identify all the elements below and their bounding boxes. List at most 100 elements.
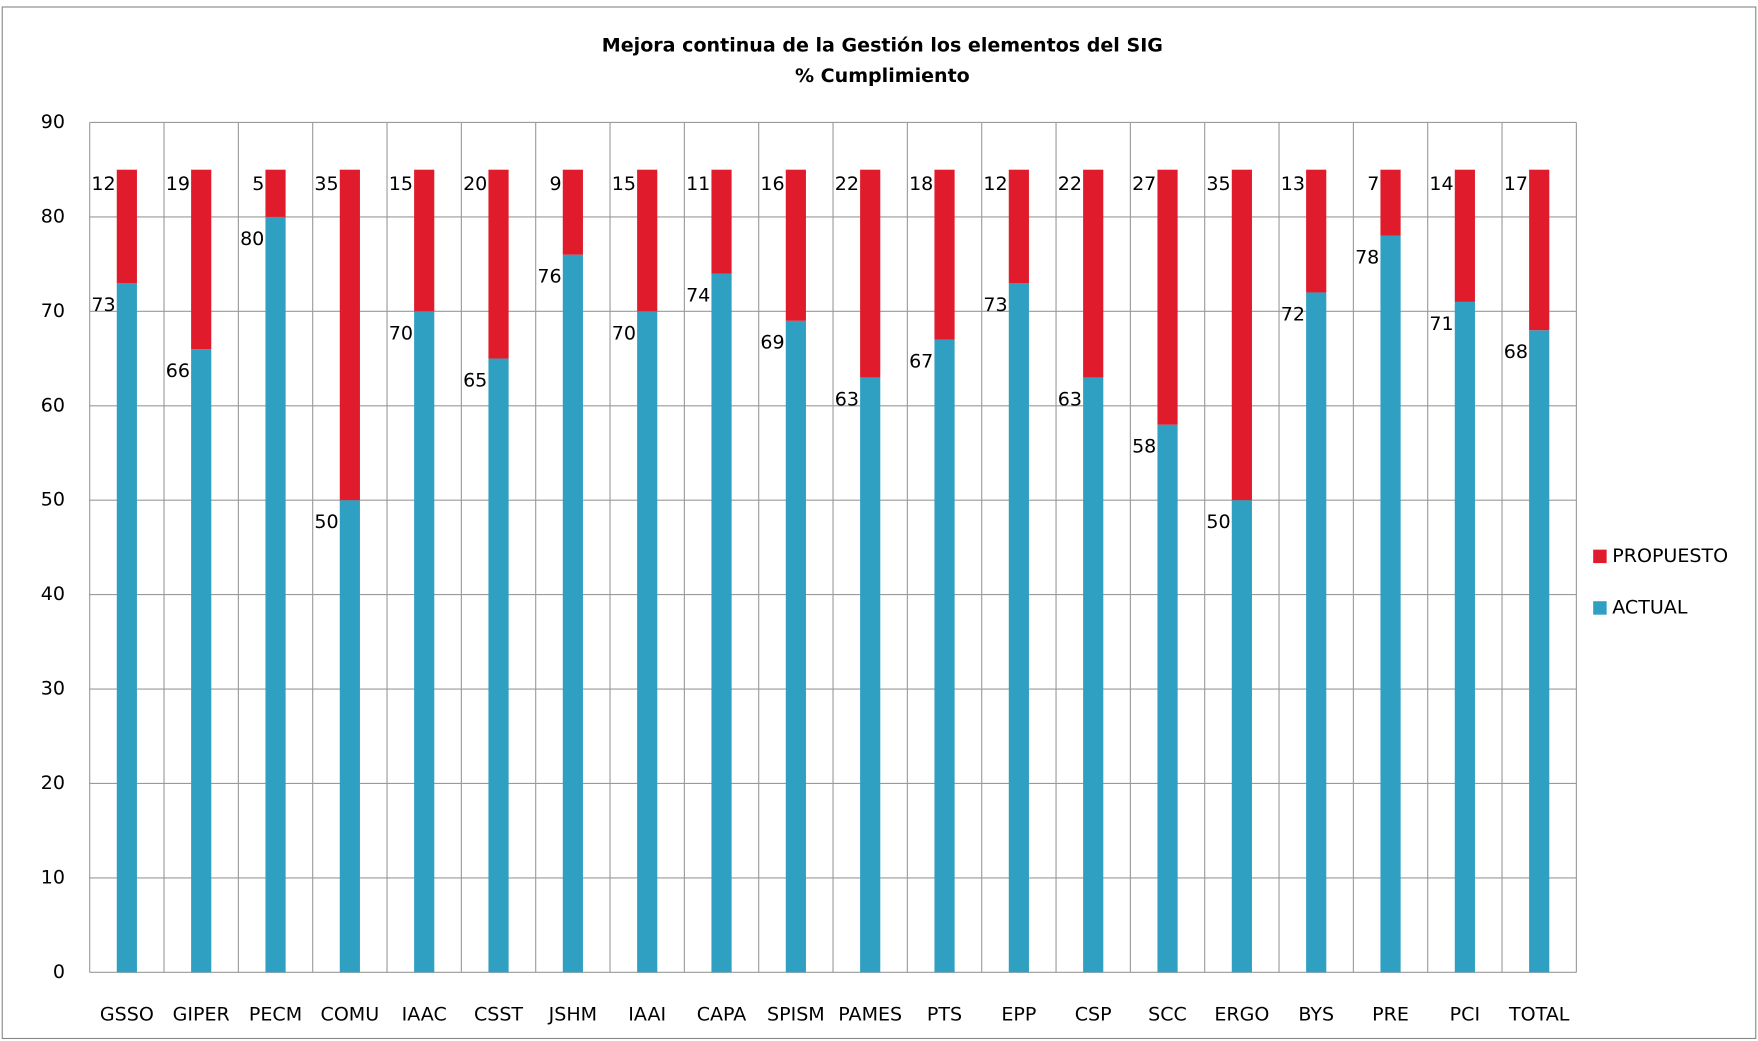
x-tick-label: GIPER xyxy=(173,1003,230,1025)
data-label: 20 xyxy=(463,173,487,195)
data-label: 15 xyxy=(612,173,636,195)
x-tick-label: CAPA xyxy=(697,1003,747,1025)
bar-segment xyxy=(1008,283,1029,973)
data-label: 13 xyxy=(1281,173,1305,195)
data-label: 65 xyxy=(463,369,487,391)
data-label: 17 xyxy=(1504,173,1528,195)
bar-segment xyxy=(785,169,806,321)
data-label: 70 xyxy=(389,322,413,344)
x-tick-label: JSHM xyxy=(548,1003,597,1025)
bar-segment xyxy=(1306,169,1327,293)
x-tick-label: PECM xyxy=(249,1003,302,1025)
x-tick-label: CSST xyxy=(474,1003,523,1025)
bar-segment xyxy=(1454,301,1475,973)
bar-segment xyxy=(637,169,658,312)
x-tick-label: ERGO xyxy=(1214,1003,1269,1025)
bar-segment xyxy=(1157,169,1178,425)
y-tick-label: 50 xyxy=(41,489,65,511)
data-label: 63 xyxy=(835,388,859,410)
bar-segment xyxy=(1529,169,1550,331)
chart-title: Mejora continua de la Gestión los elemen… xyxy=(602,35,1163,57)
bar-segment xyxy=(265,216,286,973)
bar-segment xyxy=(1231,500,1252,973)
data-label: 11 xyxy=(686,173,710,195)
data-label: 68 xyxy=(1504,341,1528,363)
y-tick-label: 70 xyxy=(41,300,65,322)
bar-segment xyxy=(265,169,286,217)
x-tick-label: PRE xyxy=(1372,1003,1409,1025)
data-label: 69 xyxy=(760,332,784,354)
bar-segment xyxy=(934,169,955,340)
data-label: 14 xyxy=(1429,173,1453,195)
bar-segment xyxy=(1529,330,1550,973)
data-label: 9 xyxy=(550,173,562,195)
data-label: 71 xyxy=(1429,313,1453,335)
x-tick-label: GSSO xyxy=(100,1003,154,1025)
bar-segment xyxy=(339,500,360,973)
y-tick-label: 20 xyxy=(41,772,65,794)
data-label: 63 xyxy=(1058,388,1082,410)
data-label: 72 xyxy=(1281,303,1305,325)
x-tick-label: PCI xyxy=(1450,1003,1480,1025)
legend-label: ACTUAL xyxy=(1612,596,1688,618)
data-label: 73 xyxy=(91,294,115,316)
bar-segment xyxy=(1231,169,1252,501)
bar-segment xyxy=(414,169,435,312)
data-label: 76 xyxy=(537,266,561,288)
bar-segment xyxy=(711,169,732,274)
data-label: 15 xyxy=(389,173,413,195)
data-label: 66 xyxy=(166,360,190,382)
data-label: 5 xyxy=(252,173,264,195)
data-label: 7 xyxy=(1367,173,1379,195)
x-tick-label: COMU xyxy=(321,1003,380,1025)
bar-segment xyxy=(1008,169,1029,284)
data-label: 78 xyxy=(1355,247,1379,269)
bar-segment xyxy=(488,358,509,973)
data-label: 58 xyxy=(1132,436,1156,458)
y-tick-label: 80 xyxy=(41,205,65,227)
bar-segment xyxy=(1380,169,1401,236)
data-label: 22 xyxy=(1058,173,1082,195)
bar-segment xyxy=(1157,424,1178,973)
data-label: 35 xyxy=(314,173,338,195)
bar-segment xyxy=(116,169,137,284)
x-tick-label: CSP xyxy=(1075,1003,1112,1025)
bar-segment xyxy=(191,349,212,973)
data-label: 80 xyxy=(240,228,264,250)
bar-segment xyxy=(860,169,881,378)
bar-segment xyxy=(785,320,806,973)
x-tick-label: SPISM xyxy=(767,1003,825,1025)
legend-label: PROPUESTO xyxy=(1612,545,1728,567)
y-tick-label: 0 xyxy=(53,961,65,983)
x-tick-label: PAMES xyxy=(838,1003,902,1025)
chart-subtitle: % Cumplimiento xyxy=(795,65,970,87)
data-label: 19 xyxy=(166,173,190,195)
x-tick-label: EPP xyxy=(1001,1003,1036,1025)
y-tick-label: 30 xyxy=(41,678,65,700)
data-label: 16 xyxy=(760,173,784,195)
y-tick-label: 90 xyxy=(41,111,65,133)
x-tick-label: IAAI xyxy=(628,1003,666,1025)
bar-segment xyxy=(488,169,509,359)
bar-segment xyxy=(1083,377,1104,973)
x-tick-label: PTS xyxy=(927,1003,962,1025)
bar-segment xyxy=(1306,292,1327,973)
bar-segment xyxy=(934,339,955,973)
bar-segment xyxy=(1083,169,1104,378)
data-label: 22 xyxy=(835,173,859,195)
y-tick-label: 10 xyxy=(41,866,65,888)
data-label: 12 xyxy=(91,173,115,195)
y-tick-label: 60 xyxy=(41,394,65,416)
data-label: 50 xyxy=(1206,511,1230,533)
bar-segment xyxy=(414,311,435,973)
bar-segment xyxy=(1454,169,1475,302)
data-label: 73 xyxy=(983,294,1007,316)
bar-segment xyxy=(191,169,212,350)
data-label: 12 xyxy=(983,173,1007,195)
bar-segment xyxy=(562,254,583,973)
bar-segment xyxy=(1380,235,1401,973)
bar-segment xyxy=(860,377,881,973)
legend-swatch xyxy=(1593,549,1607,564)
data-label: 70 xyxy=(612,322,636,344)
